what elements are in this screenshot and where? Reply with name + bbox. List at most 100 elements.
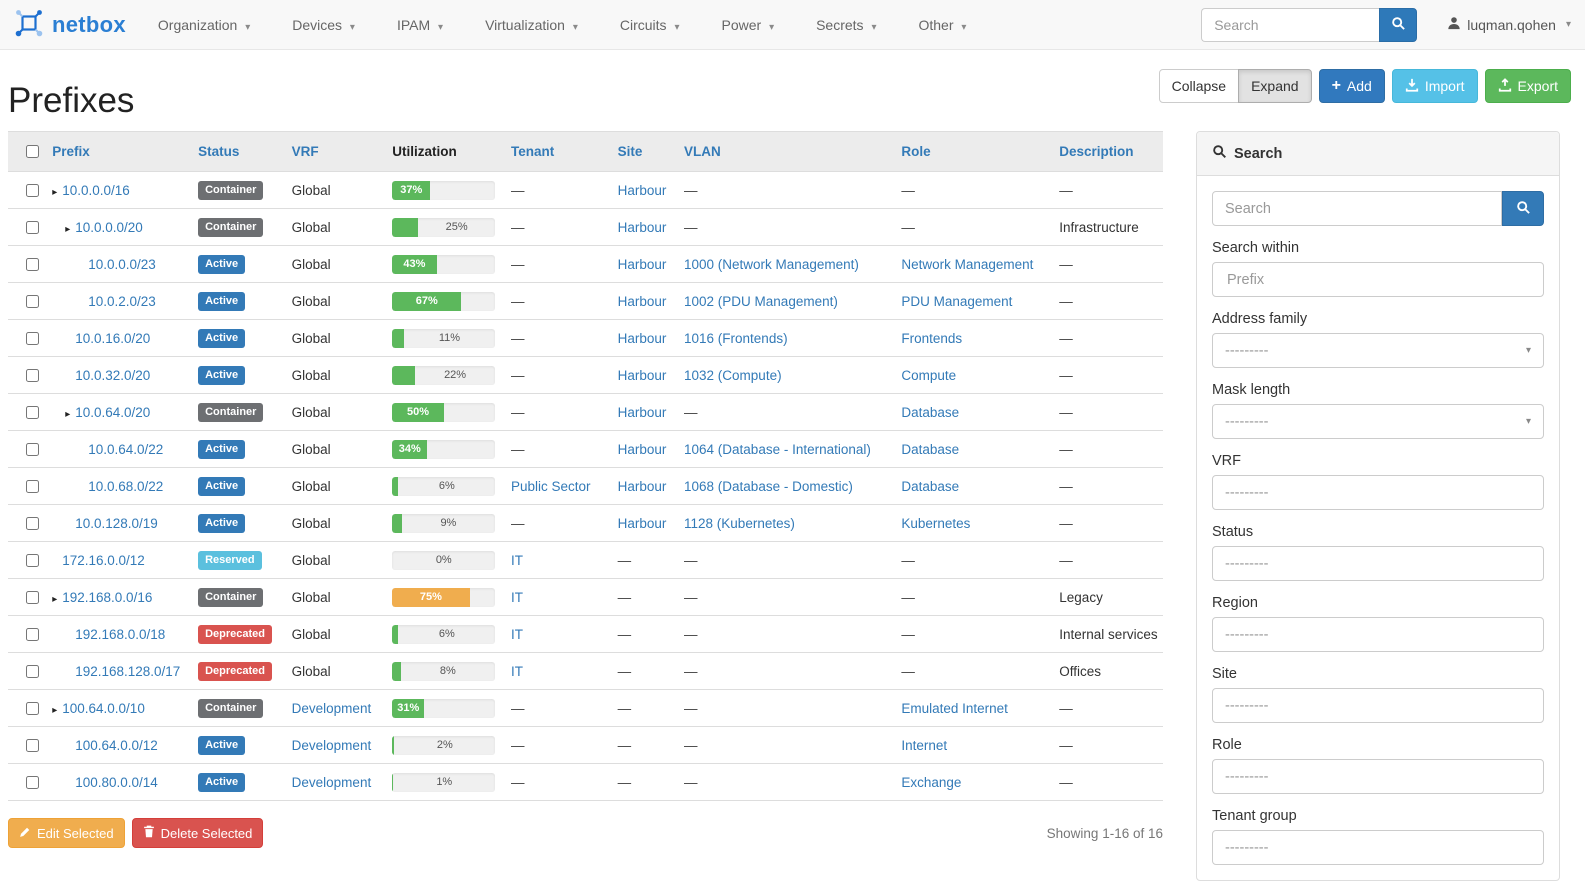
site-link[interactable]: Harbour xyxy=(617,404,667,420)
site-link[interactable]: Harbour xyxy=(617,441,667,457)
vrf-link[interactable]: Development xyxy=(291,700,372,716)
column-header-vlan[interactable]: VLAN xyxy=(684,144,721,159)
prefix-link[interactable]: 10.0.0.0/16 xyxy=(62,182,130,198)
prefix-link[interactable]: 10.0.64.0/22 xyxy=(88,441,164,457)
expand-caret-icon[interactable]: ▸ xyxy=(52,593,58,605)
import-button[interactable]: Import xyxy=(1391,69,1478,103)
prefix-link[interactable]: 192.168.0.0/16 xyxy=(62,589,153,605)
vlan-link[interactable]: 1016 (Frontends) xyxy=(684,330,788,346)
row-checkbox[interactable] xyxy=(26,442,39,456)
role-link[interactable]: Compute xyxy=(901,367,957,383)
role-link[interactable]: PDU Management xyxy=(901,293,1013,309)
vrf-link[interactable]: Development xyxy=(291,774,372,790)
filter-field-site[interactable]: --------- xyxy=(1212,688,1544,723)
row-checkbox[interactable] xyxy=(26,590,39,604)
vlan-link[interactable]: 1032 (Compute) xyxy=(684,367,782,383)
filter-search-input[interactable] xyxy=(1212,191,1502,226)
row-checkbox[interactable] xyxy=(26,775,39,789)
filter-field-tenant-group[interactable]: --------- xyxy=(1212,830,1544,865)
row-checkbox[interactable] xyxy=(26,479,39,493)
vlan-link[interactable]: 1064 (Database - International) xyxy=(684,441,871,457)
role-link[interactable]: Internet xyxy=(901,737,948,753)
vlan-link[interactable]: 1128 (Kubernetes) xyxy=(684,515,795,531)
prefix-link[interactable]: 100.64.0.0/12 xyxy=(75,737,158,753)
site-link[interactable]: Harbour xyxy=(617,293,667,309)
vrf-link[interactable]: Development xyxy=(291,737,372,753)
vlan-link[interactable]: 1068 (Database - Domestic) xyxy=(684,478,853,494)
expand-caret-icon[interactable]: ▸ xyxy=(65,408,71,420)
expand-caret-icon[interactable]: ▸ xyxy=(52,186,58,198)
filter-field-address-family[interactable]: --------- ▾ xyxy=(1212,333,1544,368)
filter-field-region[interactable]: --------- xyxy=(1212,617,1544,652)
tenant-link[interactable]: IT xyxy=(510,589,523,605)
row-checkbox[interactable] xyxy=(26,553,39,567)
nav-item-secrets[interactable]: Secrets ▾ xyxy=(816,16,877,33)
row-checkbox[interactable] xyxy=(26,627,39,641)
site-link[interactable]: Harbour xyxy=(617,367,667,383)
prefix-link[interactable]: 100.80.0.0/14 xyxy=(75,774,158,790)
tenant-link[interactable]: IT xyxy=(510,626,523,642)
delete-selected-button[interactable]: Delete Selected xyxy=(131,818,264,848)
nav-item-virtualization[interactable]: Virtualization ▾ xyxy=(485,16,578,33)
filter-search-button[interactable] xyxy=(1502,191,1544,226)
navbar-search-input[interactable] xyxy=(1201,7,1380,42)
prefix-link[interactable]: 10.0.64.0/20 xyxy=(75,404,151,420)
user-menu[interactable]: luqman.qohen ▾ xyxy=(1447,16,1571,33)
expand-caret-icon[interactable]: ▸ xyxy=(65,223,71,235)
prefix-link[interactable]: 172.16.0.0/12 xyxy=(62,552,145,568)
filter-field-mask-length[interactable]: --------- ▾ xyxy=(1212,404,1544,439)
nav-item-other[interactable]: Other ▾ xyxy=(918,16,967,33)
vlan-link[interactable]: 1002 (PDU Management) xyxy=(684,293,838,309)
column-header-vrf[interactable]: VRF xyxy=(291,144,319,159)
tenant-link[interactable]: IT xyxy=(510,552,523,568)
add-button[interactable]: + Add xyxy=(1318,69,1385,103)
site-link[interactable]: Harbour xyxy=(617,515,667,531)
prefix-link[interactable]: 10.0.32.0/20 xyxy=(75,367,151,383)
select-all-checkbox[interactable] xyxy=(26,145,39,158)
site-link[interactable]: Harbour xyxy=(617,256,667,272)
row-checkbox[interactable] xyxy=(26,257,39,271)
role-link[interactable]: Network Management xyxy=(901,256,1034,272)
prefix-link[interactable]: 100.64.0.0/10 xyxy=(62,700,145,716)
edit-selected-button[interactable]: Edit Selected xyxy=(8,818,125,848)
row-checkbox[interactable] xyxy=(26,664,39,678)
role-link[interactable]: Database xyxy=(901,441,960,457)
nav-item-organization[interactable]: Organization ▾ xyxy=(157,16,251,33)
expand-button[interactable]: Expand xyxy=(1238,69,1312,103)
prefix-link[interactable]: 10.0.2.0/23 xyxy=(88,293,156,309)
prefix-link[interactable]: 10.0.0.0/20 xyxy=(75,219,143,235)
row-checkbox[interactable] xyxy=(26,368,39,382)
row-checkbox[interactable] xyxy=(26,701,39,715)
tenant-link[interactable]: Public Sector xyxy=(510,478,591,494)
nav-item-circuits[interactable]: Circuits ▾ xyxy=(619,16,680,33)
collapse-button[interactable]: Collapse xyxy=(1158,69,1240,103)
prefix-link[interactable]: 192.168.128.0/17 xyxy=(75,663,181,679)
row-checkbox[interactable] xyxy=(26,516,39,530)
nav-item-power[interactable]: Power ▾ xyxy=(721,16,775,33)
expand-caret-icon[interactable]: ▸ xyxy=(52,704,58,716)
site-link[interactable]: Harbour xyxy=(617,478,667,494)
export-button[interactable]: Export xyxy=(1484,69,1571,103)
role-link[interactable]: Kubernetes xyxy=(901,515,971,531)
role-link[interactable]: Database xyxy=(901,404,960,420)
role-link[interactable]: Database xyxy=(901,478,960,494)
tenant-link[interactable]: IT xyxy=(510,663,523,679)
prefix-link[interactable]: 10.0.16.0/20 xyxy=(75,330,151,346)
row-checkbox[interactable] xyxy=(26,183,39,197)
row-checkbox[interactable] xyxy=(26,220,39,234)
netbox-brand[interactable]: netbox xyxy=(14,8,126,41)
column-header-prefix[interactable]: Prefix xyxy=(52,144,90,159)
vlan-link[interactable]: 1000 (Network Management) xyxy=(684,256,859,272)
role-link[interactable]: Frontends xyxy=(901,330,963,346)
filter-field-status[interactable]: --------- xyxy=(1212,546,1544,581)
nav-item-devices[interactable]: Devices ▾ xyxy=(292,16,355,33)
role-link[interactable]: Emulated Internet xyxy=(901,700,1008,716)
prefix-link[interactable]: 192.168.0.0/18 xyxy=(75,626,166,642)
row-checkbox[interactable] xyxy=(26,294,39,308)
prefix-link[interactable]: 10.0.128.0/19 xyxy=(75,515,158,531)
row-checkbox[interactable] xyxy=(26,405,39,419)
role-link[interactable]: Exchange xyxy=(901,774,962,790)
filter-field-search-within[interactable] xyxy=(1212,262,1544,297)
row-checkbox[interactable] xyxy=(26,738,39,752)
site-link[interactable]: Harbour xyxy=(617,182,667,198)
